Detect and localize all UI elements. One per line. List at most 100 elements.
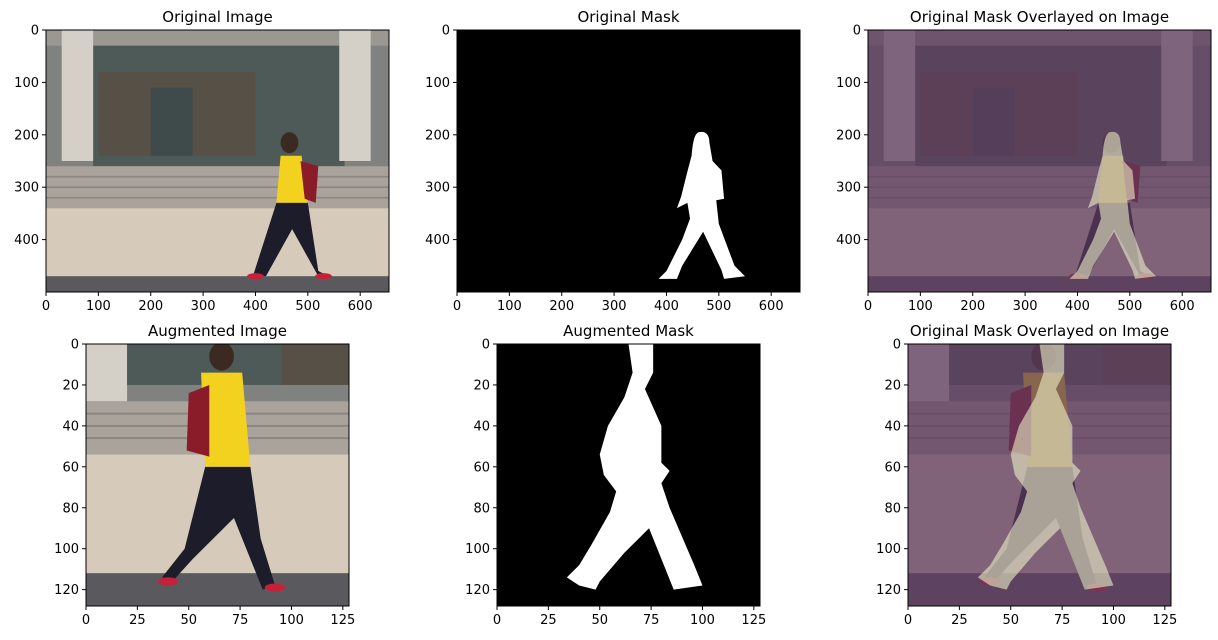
y-tick-label: 80: [473, 501, 490, 516]
subplot-title: Original Mask Overlayed on Image: [910, 8, 1169, 26]
subplot-1: Original Image 0 100 200 300 400 500 600 0 100 200…: [14, 8, 390, 314]
y-tick-label: 300: [836, 181, 861, 196]
y-tick-label: 60: [62, 460, 79, 475]
y-tick-label: 20: [884, 378, 901, 393]
subplot-title: Original Mask Overlayed on Image: [910, 322, 1169, 340]
x-tick-label: 100: [279, 613, 304, 628]
axes-frame: [85, 343, 350, 607]
axes-frame: [456, 29, 801, 293]
x-tick-label: 500: [295, 299, 320, 314]
x-tick-label: 400: [654, 299, 679, 314]
x-tick-label: 125: [1152, 613, 1177, 628]
x-tick-label: 0: [42, 299, 50, 314]
x-tick-label: 100: [86, 299, 111, 314]
subplot-title: Original Image: [162, 8, 272, 26]
x-tick-label: 50: [1002, 613, 1019, 628]
x-tick-label: 300: [602, 299, 627, 314]
axes-frame: [496, 343, 761, 607]
x-tick-label: 600: [759, 299, 784, 314]
y-tick-label: 0: [893, 338, 901, 353]
x-tick-label: 75: [232, 613, 249, 628]
image-area: [908, 344, 1171, 606]
y-tick-label: 100: [876, 542, 901, 557]
y-tick-label: 200: [425, 128, 450, 143]
y-tick-label: 0: [482, 338, 490, 353]
image-area: [46, 30, 389, 292]
x-tick-label: 500: [706, 299, 731, 314]
y-tick-label: 0: [71, 338, 79, 353]
image-area: [86, 344, 349, 606]
y-tick-label: 60: [884, 460, 901, 475]
x-tick-label: 200: [138, 299, 163, 314]
y-tick-label: 20: [62, 378, 79, 393]
axes-frame: [45, 29, 390, 293]
x-tick-label: 400: [243, 299, 268, 314]
x-tick-label: 75: [1054, 613, 1071, 628]
subplot-title: Augmented Image: [148, 322, 287, 340]
y-tick-label: 0: [442, 24, 450, 39]
y-tick-label: 120: [876, 583, 901, 598]
y-tick-label: 100: [14, 76, 39, 91]
x-tick-label: 600: [348, 299, 373, 314]
x-tick-label: 300: [1013, 299, 1038, 314]
y-tick-label: 120: [465, 583, 490, 598]
x-tick-label: 25: [540, 613, 557, 628]
image-area: [457, 30, 800, 292]
x-tick-label: 125: [330, 613, 355, 628]
y-tick-label: 100: [836, 76, 861, 91]
y-tick-label: 300: [425, 181, 450, 196]
x-tick-label: 0: [82, 613, 90, 628]
axes-frame: [907, 343, 1172, 607]
subplot-2: Original Mask 0 100 200 300 400 500 600 0 100 200 3…: [425, 8, 801, 314]
x-tick-label: 0: [864, 299, 872, 314]
y-tick-label: 40: [473, 419, 490, 434]
x-tick-label: 100: [908, 299, 933, 314]
x-tick-label: 25: [951, 613, 968, 628]
y-tick-label: 80: [884, 501, 901, 516]
y-tick-label: 400: [425, 233, 450, 248]
y-tick-label: 20: [473, 378, 490, 393]
x-tick-label: 300: [191, 299, 216, 314]
x-tick-label: 200: [549, 299, 574, 314]
subplot-5: Augmented Mask 0 25 50 75 100 125 0 20 40 60 80 100 1…: [465, 322, 766, 628]
x-tick-label: 50: [180, 613, 197, 628]
image-area: [497, 344, 760, 606]
y-tick-label: 300: [14, 181, 39, 196]
x-tick-label: 500: [1117, 299, 1142, 314]
x-tick-label: 25: [129, 613, 146, 628]
x-tick-label: 100: [497, 299, 522, 314]
y-tick-label: 120: [54, 583, 79, 598]
subplot-title: Augmented Mask: [563, 322, 694, 340]
image-area: [868, 30, 1211, 292]
y-tick-label: 0: [853, 24, 861, 39]
axes-frame: [867, 29, 1212, 293]
x-tick-label: 0: [904, 613, 912, 628]
subplot-4: Augmented Image 0 25 50 75 100 125 0 20 40 60 80 100…: [54, 322, 355, 628]
y-tick-label: 100: [54, 542, 79, 557]
y-tick-label: 40: [62, 419, 79, 434]
subplot-3: Original Mask Overlayed on Image 0 100 200 3…: [836, 8, 1212, 314]
x-tick-label: 50: [591, 613, 608, 628]
y-tick-label: 80: [62, 501, 79, 516]
y-tick-label: 200: [14, 128, 39, 143]
y-tick-label: 400: [14, 233, 39, 248]
y-tick-label: 60: [473, 460, 490, 475]
subplot-title: Original Mask: [577, 8, 679, 26]
x-tick-label: 0: [493, 613, 501, 628]
x-tick-label: 125: [741, 613, 766, 628]
y-tick-label: 200: [836, 128, 861, 143]
x-tick-label: 100: [690, 613, 715, 628]
x-tick-label: 100: [1101, 613, 1126, 628]
x-tick-label: 200: [960, 299, 985, 314]
subplot-6: Original Mask Overlayed on Image 0 25 50 75 1…: [876, 322, 1177, 628]
x-tick-label: 0: [453, 299, 461, 314]
y-tick-label: 40: [884, 419, 901, 434]
y-tick-label: 400: [836, 233, 861, 248]
y-tick-label: 100: [465, 542, 490, 557]
y-tick-label: 100: [425, 76, 450, 91]
y-tick-label: 0: [31, 24, 39, 39]
x-tick-label: 75: [643, 613, 660, 628]
x-tick-label: 400: [1065, 299, 1090, 314]
x-tick-label: 600: [1170, 299, 1195, 314]
